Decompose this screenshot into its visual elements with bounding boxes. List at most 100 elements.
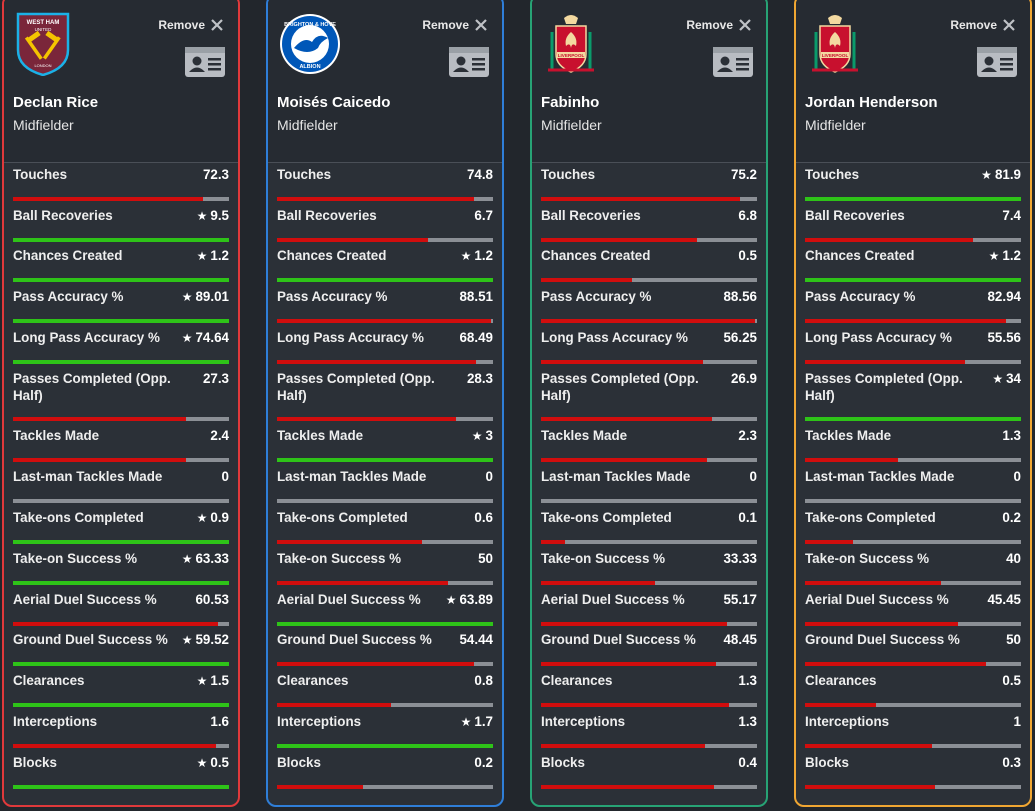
svg-text:UNITED: UNITED xyxy=(35,27,53,32)
stat-number: 40 xyxy=(1006,551,1021,566)
stat-label: Clearances xyxy=(541,673,613,688)
stat-value: 6.7 xyxy=(468,207,493,224)
star-icon: ★ xyxy=(196,756,208,770)
stat-bar-fill xyxy=(805,581,942,585)
stat-value: ★ 74.64 xyxy=(176,329,229,347)
stat-label: Ball Recoveries xyxy=(805,208,905,223)
stat-row: Take-on Success % ★ 63.33 xyxy=(4,550,238,585)
id-card-icon[interactable] xyxy=(712,46,754,78)
stat-bar xyxy=(277,581,493,585)
stat-row: Pass Accuracy % 82.94 xyxy=(796,288,1030,323)
stat-row: Last-man Tackles Made 0 xyxy=(796,468,1030,503)
stat-row: Ball Recoveries 7.4 xyxy=(796,207,1030,242)
stat-value: ★ 63.33 xyxy=(176,550,229,568)
stat-label: Pass Accuracy % xyxy=(541,289,652,304)
stat-label: Clearances xyxy=(277,673,349,688)
stat-bar-fill xyxy=(805,197,1021,201)
star-icon: ★ xyxy=(460,715,472,729)
stat-bar xyxy=(13,278,229,282)
stat-row: Long Pass Accuracy % 68.49 xyxy=(268,329,502,364)
stat-label: Last-man Tackles Made xyxy=(805,469,955,484)
stat-value: ★ 81.9 xyxy=(975,166,1021,184)
stat-bar-fill xyxy=(13,540,229,544)
stat-value: 2.4 xyxy=(204,427,229,444)
stat-bar-fill xyxy=(277,319,491,323)
stat-bar xyxy=(805,499,1021,503)
west-ham-crest-icon: WEST HAM UNITED LONDON xyxy=(14,12,72,77)
stat-bar-fill xyxy=(805,540,853,544)
stat-row: Chances Created 0.5 xyxy=(532,247,766,282)
stat-bar-fill xyxy=(13,458,186,462)
stat-label: Ball Recoveries xyxy=(541,208,641,223)
stat-label: Interceptions xyxy=(541,714,626,729)
star-icon: ★ xyxy=(981,168,992,182)
remove-button[interactable]: Remove xyxy=(158,18,224,32)
stat-label: Ground Duel Success % xyxy=(805,632,960,647)
stat-bar-fill xyxy=(805,662,987,666)
stat-bar xyxy=(541,662,757,666)
stat-row: Chances Created ★ 1.2 xyxy=(4,247,238,282)
stat-row: Clearances 0.5 xyxy=(796,672,1030,707)
stat-value: 72.3 xyxy=(197,166,229,183)
stat-number: 82.94 xyxy=(987,289,1021,304)
stat-number: 1.3 xyxy=(738,714,757,729)
stat-bar xyxy=(13,581,229,585)
stat-value: 82.94 xyxy=(981,288,1021,305)
stat-label: Clearances xyxy=(805,673,877,688)
id-card-icon[interactable] xyxy=(976,46,1018,78)
stat-bar-fill xyxy=(541,540,565,544)
close-icon xyxy=(211,19,223,31)
stat-value: 55.56 xyxy=(981,329,1021,346)
stat-bar xyxy=(277,238,493,242)
stat-bar-fill xyxy=(277,197,474,201)
player-name: Moisés Caicedo xyxy=(277,94,391,111)
player-card: BRIGHTON & HOVE ALBION Remove Moisés Cai… xyxy=(266,0,504,807)
stat-value: 0.2 xyxy=(996,509,1021,526)
stat-row: Interceptions 1.3 xyxy=(532,713,766,748)
liverpool-crest-icon: LIVERPOOL xyxy=(542,12,600,76)
stat-number: 0.3 xyxy=(1002,755,1021,770)
stat-bar-fill xyxy=(541,581,656,585)
stat-label: Take-on Success % xyxy=(805,551,930,566)
stat-bar xyxy=(805,785,1021,789)
stat-bar-fill xyxy=(805,458,898,462)
stat-bar xyxy=(277,319,493,323)
stat-label: Blocks xyxy=(13,755,57,770)
remove-label: Remove xyxy=(686,18,733,32)
stat-bar xyxy=(13,703,229,707)
id-card-icon[interactable] xyxy=(184,46,226,78)
svg-text:LIVERPOOL: LIVERPOOL xyxy=(822,53,849,58)
stat-label: Tackles Made xyxy=(541,428,628,443)
stat-bar-fill xyxy=(805,360,965,364)
stat-value: 74.8 xyxy=(461,166,493,183)
stat-row: Ground Duel Success % 50 xyxy=(796,631,1030,666)
stat-number: 3 xyxy=(485,428,493,443)
remove-button[interactable]: Remove xyxy=(950,18,1016,32)
stat-value: 1 xyxy=(1008,713,1021,730)
stat-label: Touches xyxy=(541,167,596,182)
stat-row: Pass Accuracy % ★ 89.01 xyxy=(4,288,238,323)
remove-button[interactable]: Remove xyxy=(686,18,752,32)
remove-button[interactable]: Remove xyxy=(422,18,488,32)
id-card-icon[interactable] xyxy=(448,46,490,78)
brighton-crest-icon: BRIGHTON & HOVE ALBION xyxy=(278,12,340,76)
stat-number: 50 xyxy=(1006,632,1021,647)
stat-bar xyxy=(805,622,1021,626)
stat-bar-fill xyxy=(805,622,959,626)
player-card-header: WEST HAM UNITED LONDON Remove Declan Ric… xyxy=(4,0,238,163)
stat-value: 0 xyxy=(744,468,757,485)
star-icon: ★ xyxy=(196,674,208,688)
stat-row: Ground Duel Success % 54.44 xyxy=(268,631,502,666)
stat-number: 1.6 xyxy=(210,714,229,729)
stat-row: Blocks 0.2 xyxy=(268,754,502,789)
stat-number: 0 xyxy=(1013,469,1021,484)
stat-row: Ball Recoveries 6.8 xyxy=(532,207,766,242)
stat-row: Chances Created ★ 1.2 xyxy=(796,247,1030,282)
stat-value: ★ 1.2 xyxy=(983,247,1021,265)
stat-value: 45.45 xyxy=(981,591,1021,608)
stat-number: 1.5 xyxy=(210,673,229,688)
stat-bar xyxy=(13,458,229,462)
stat-value: 26.9 xyxy=(725,370,757,387)
stat-value: 0.2 xyxy=(468,754,493,771)
stat-value: 27.3 xyxy=(197,370,229,387)
